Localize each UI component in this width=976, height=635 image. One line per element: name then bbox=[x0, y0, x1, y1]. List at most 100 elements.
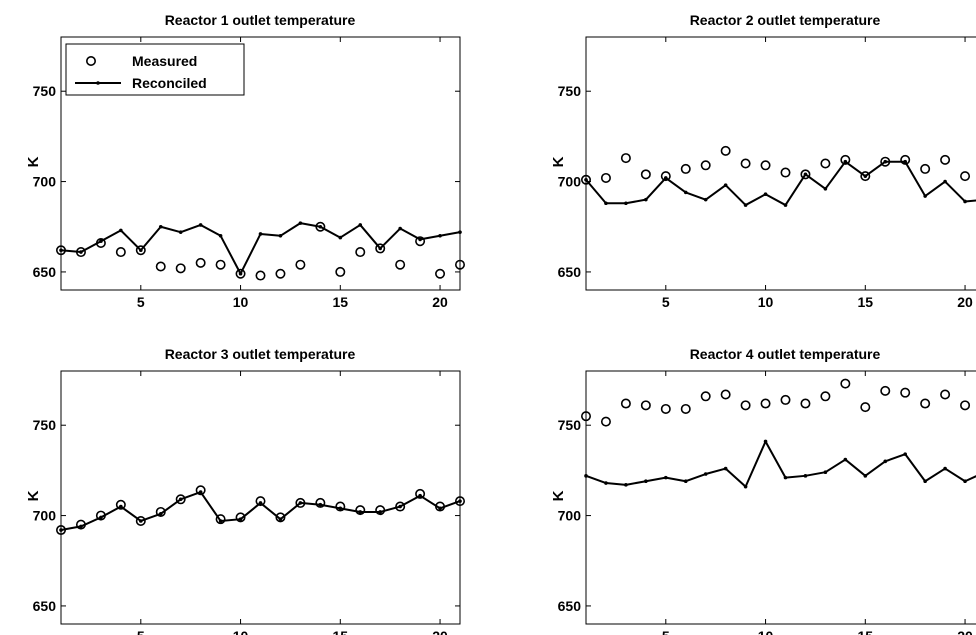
measured-point bbox=[720, 145, 731, 156]
y-axis-label: K bbox=[550, 490, 567, 501]
x-tick-label: 10 bbox=[758, 294, 774, 310]
chart-title: Reactor 4 outlet temperature bbox=[690, 346, 881, 362]
measured-point bbox=[135, 245, 146, 256]
axes-box bbox=[585, 370, 976, 625]
x-tick-label: 5 bbox=[137, 628, 145, 635]
reconciled-point bbox=[823, 470, 828, 475]
reconciled-point bbox=[863, 474, 868, 478]
reconciled-point bbox=[863, 174, 868, 178]
measured-point bbox=[155, 261, 166, 272]
measured-point bbox=[415, 236, 426, 247]
y-tick-label: 750 bbox=[558, 417, 582, 433]
measured-point bbox=[660, 403, 671, 414]
reconciled-point bbox=[723, 183, 728, 187]
measured-point bbox=[195, 485, 206, 496]
measured-point bbox=[355, 505, 366, 516]
measured-point bbox=[760, 398, 771, 409]
measured-point bbox=[700, 391, 711, 402]
reconciled-point bbox=[664, 176, 668, 180]
reconciled-point bbox=[624, 201, 628, 206]
measured-point bbox=[255, 496, 266, 507]
chart-title: Reactor 2 outlet temperature bbox=[690, 12, 881, 28]
measured-point bbox=[275, 268, 286, 279]
measured-point bbox=[640, 400, 651, 411]
x-tick-label: 20 bbox=[957, 294, 973, 310]
reconciled-point bbox=[703, 472, 708, 476]
measured-point bbox=[600, 172, 611, 183]
y-axis-label: K bbox=[25, 490, 42, 501]
reconciled-point bbox=[703, 197, 708, 202]
reconciled-point bbox=[139, 248, 143, 253]
reconciled-point bbox=[99, 515, 103, 520]
y-tick-label: 700 bbox=[558, 174, 582, 190]
measured-point bbox=[295, 259, 306, 270]
measured-point bbox=[860, 402, 871, 413]
y-tick-label: 650 bbox=[33, 598, 57, 614]
reconciled-point bbox=[139, 519, 143, 523]
reconciled-point bbox=[943, 179, 947, 184]
x-tick-label: 15 bbox=[333, 628, 349, 635]
measured-point bbox=[960, 400, 971, 411]
measured-point bbox=[415, 488, 426, 499]
reconciled-point bbox=[79, 250, 83, 254]
reconciled-point bbox=[79, 524, 83, 529]
measured-point bbox=[840, 378, 851, 389]
y-axis-label: K bbox=[550, 156, 567, 167]
reconciled-point bbox=[398, 226, 402, 231]
reconciled-point bbox=[378, 510, 383, 514]
reconciled-point bbox=[158, 224, 163, 229]
reconciled-point bbox=[883, 159, 888, 164]
x-tick-label: 5 bbox=[662, 294, 670, 310]
reconciled-point bbox=[624, 483, 628, 487]
measured-point bbox=[235, 512, 246, 523]
reconciled-point bbox=[318, 224, 323, 229]
measured-point bbox=[620, 398, 631, 409]
reconciled-point bbox=[59, 248, 63, 253]
measured-point bbox=[454, 496, 465, 507]
measured-point bbox=[275, 512, 286, 523]
reconciled-point bbox=[218, 519, 223, 523]
measured-point bbox=[175, 494, 186, 505]
reconciled-point bbox=[763, 439, 768, 444]
x-tick-label: 20 bbox=[432, 294, 448, 310]
reconciled-point bbox=[664, 475, 668, 480]
reconciled-point bbox=[743, 203, 748, 207]
reconciled-point bbox=[298, 221, 303, 225]
y-tick-label: 700 bbox=[558, 508, 582, 524]
measured-point bbox=[135, 515, 146, 526]
reconciled-point bbox=[119, 228, 123, 233]
series-line-reconciled bbox=[585, 440, 976, 488]
x-tick-label: 5 bbox=[137, 294, 145, 310]
subplot-reactor-4: Reactor 4 outlet temperature K 5 10 15 20 65… bbox=[550, 346, 976, 635]
measured-point bbox=[660, 171, 671, 182]
measured-point bbox=[680, 403, 691, 414]
measured-point bbox=[235, 268, 246, 279]
reconciled-point bbox=[178, 497, 183, 502]
y-tick-label: 700 bbox=[33, 508, 57, 524]
measured-point bbox=[740, 158, 751, 169]
legend: Measured Reconciled bbox=[65, 43, 245, 96]
measured-point bbox=[115, 247, 126, 258]
reconciled-point bbox=[398, 504, 402, 509]
x-tick-label: 15 bbox=[333, 294, 349, 310]
x-tick-label: 15 bbox=[858, 628, 874, 635]
plot-area: 5 10 15 20 650 700 750 bbox=[33, 370, 465, 635]
axes-box bbox=[585, 36, 976, 291]
measured-point bbox=[640, 169, 651, 180]
reconciled-point bbox=[903, 159, 907, 164]
measured-point bbox=[355, 247, 366, 258]
measured-point bbox=[580, 411, 591, 422]
reconciled-point bbox=[158, 511, 163, 516]
reconciled-point bbox=[258, 501, 263, 505]
reconciled-point bbox=[923, 194, 927, 198]
measured-point bbox=[780, 167, 791, 178]
reconciled-point bbox=[803, 172, 808, 177]
x-tick-label: 10 bbox=[758, 628, 774, 635]
y-tick-label: 750 bbox=[33, 417, 57, 433]
chart-title: Reactor 1 outlet temperature bbox=[165, 12, 356, 28]
x-tick-label: 10 bbox=[233, 294, 249, 310]
measured-point bbox=[940, 389, 951, 400]
measured-point bbox=[335, 501, 346, 512]
y-axis-label: K bbox=[25, 156, 42, 167]
measured-point bbox=[195, 257, 206, 268]
